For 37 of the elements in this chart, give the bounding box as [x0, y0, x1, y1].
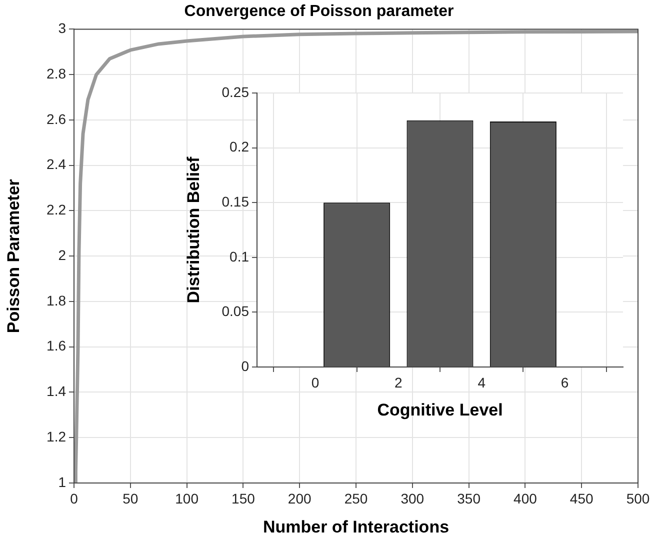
- x-tick-label: 150: [232, 490, 256, 506]
- y-tick-label: 2: [58, 246, 66, 263]
- x-tick-label: 250: [344, 490, 368, 506]
- y-tick-label: 0: [241, 358, 250, 374]
- x-tick-label: 0: [311, 374, 320, 390]
- x-tick-label: 100: [175, 490, 199, 506]
- x-tick-label: 0: [70, 490, 78, 506]
- x-tick-label: 50: [122, 490, 138, 506]
- x-tick-label: 4: [478, 374, 486, 390]
- y-tick-label: 0.25: [222, 84, 250, 100]
- y-tick-label: 0.15: [222, 193, 250, 210]
- x-tick-label: 200: [288, 490, 312, 506]
- y-tick-label: 2.4: [46, 156, 66, 172]
- x-axis-title: Cognitive Level: [377, 400, 503, 420]
- y-tick-label: 2.8: [46, 65, 66, 82]
- y-axis-title: Poisson Parameter: [4, 178, 23, 334]
- x-tick-label: 6: [560, 374, 569, 390]
- y-tick-label: 2.2: [46, 202, 66, 218]
- x-tick-label: 350: [457, 490, 481, 506]
- y-tick-label: 1.6: [46, 338, 66, 354]
- y-tick-label: 0.1: [230, 248, 250, 264]
- x-tick-label: 450: [570, 490, 594, 506]
- y-tick-label: 0.05: [222, 303, 250, 320]
- y-tick-label: 1: [58, 474, 66, 490]
- x-tick-label: 2: [394, 374, 403, 390]
- y-tick-label: 1.4: [46, 383, 66, 400]
- y-tick-label: 0.2: [230, 138, 250, 155]
- chart-title: Convergence of Poisson parameter: [184, 3, 454, 20]
- y-tick-label: 1.2: [46, 428, 66, 444]
- x-tick-label: 300: [400, 490, 424, 506]
- x-axis-title: Number of Interactions: [262, 517, 450, 536]
- y-tick-label: 3: [58, 20, 66, 36]
- x-tick-label: 500: [626, 490, 650, 506]
- y-tick-label: 1.8: [46, 292, 66, 308]
- y-tick-label: 2.6: [46, 110, 66, 127]
- y-axis-title: Distribution Belief: [184, 156, 203, 304]
- x-tick-label: 400: [514, 490, 538, 506]
